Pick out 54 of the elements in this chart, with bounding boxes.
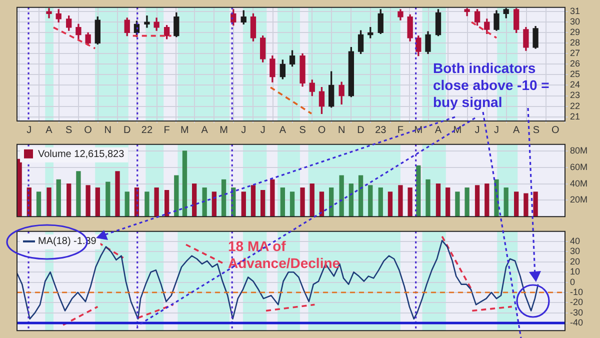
y-tick-label: 10 [570,266,580,277]
x-tick-label: M [220,124,228,136]
x-tick-label: 23 [375,124,387,136]
y-tick-label: 30 [570,16,580,27]
y-tick-label: 24 [570,80,580,90]
annotation: Both indicators close above -10 = buy signal [433,60,550,110]
y-tick-label: 80M [570,145,588,156]
x-tick-label: A [434,124,442,136]
x-tick-label: S [299,124,306,136]
y-tick-label: 25 [570,69,580,80]
x-tick-label: M [453,124,462,136]
x-tick-label: J [474,124,480,136]
legend-label: Volume 12,615,823 [38,149,125,160]
x-tick-label: O [552,124,560,136]
x-tick-label: D [123,124,131,136]
y-tick-label: 21 [570,111,580,122]
y-tick-label: 40M [570,178,588,188]
y-tick-label: 0 [570,276,576,287]
y-tick-label: 23 [570,90,580,100]
y-tick-label: 20M [570,194,588,205]
x-tick-label: J [241,124,246,136]
y-tick-label: 20 [570,256,580,266]
x-tick-label: N [338,124,346,136]
y-tick-label: 40 [570,236,580,246]
y-tick-label: 60M [570,162,588,172]
x-tick-label: J [494,124,499,136]
y-tick-label: -10 [570,286,584,297]
y-tick-label: 28 [570,38,580,48]
y-tick-label: 29 [570,27,580,38]
x-tick-label: O [318,124,326,136]
x-tick-label: M [180,124,189,136]
x-tick-label: S [66,124,73,136]
x-tick-label: J [260,124,266,136]
y-tick-label: 22 [570,100,580,111]
x-tick-label: S [532,124,540,136]
x-tick-label: A [279,124,286,136]
x-tick-label: F [397,124,404,136]
y-tick-label: 26 [570,58,580,69]
y-tick-label: -30 [570,307,584,318]
y-tick-label: -40 [570,317,584,328]
y-tick-label: 27 [570,48,580,58]
x-tick-label: A [46,124,53,136]
x-tick-label: A [201,124,208,136]
x-tick-label: N [104,124,112,136]
x-tick-label: O [84,124,92,136]
y-tick-label: -20 [570,297,584,308]
x-tick-label: A [513,124,520,136]
x-tick-label: F [164,124,170,136]
x-tick-label: J [26,124,32,136]
x-tick-label: 22 [141,124,153,136]
x-tick-label: D [357,124,364,136]
x-tick-label: M [414,124,423,136]
y-tick-label: 31 [570,6,580,16]
y-tick-label: 30 [570,246,580,256]
